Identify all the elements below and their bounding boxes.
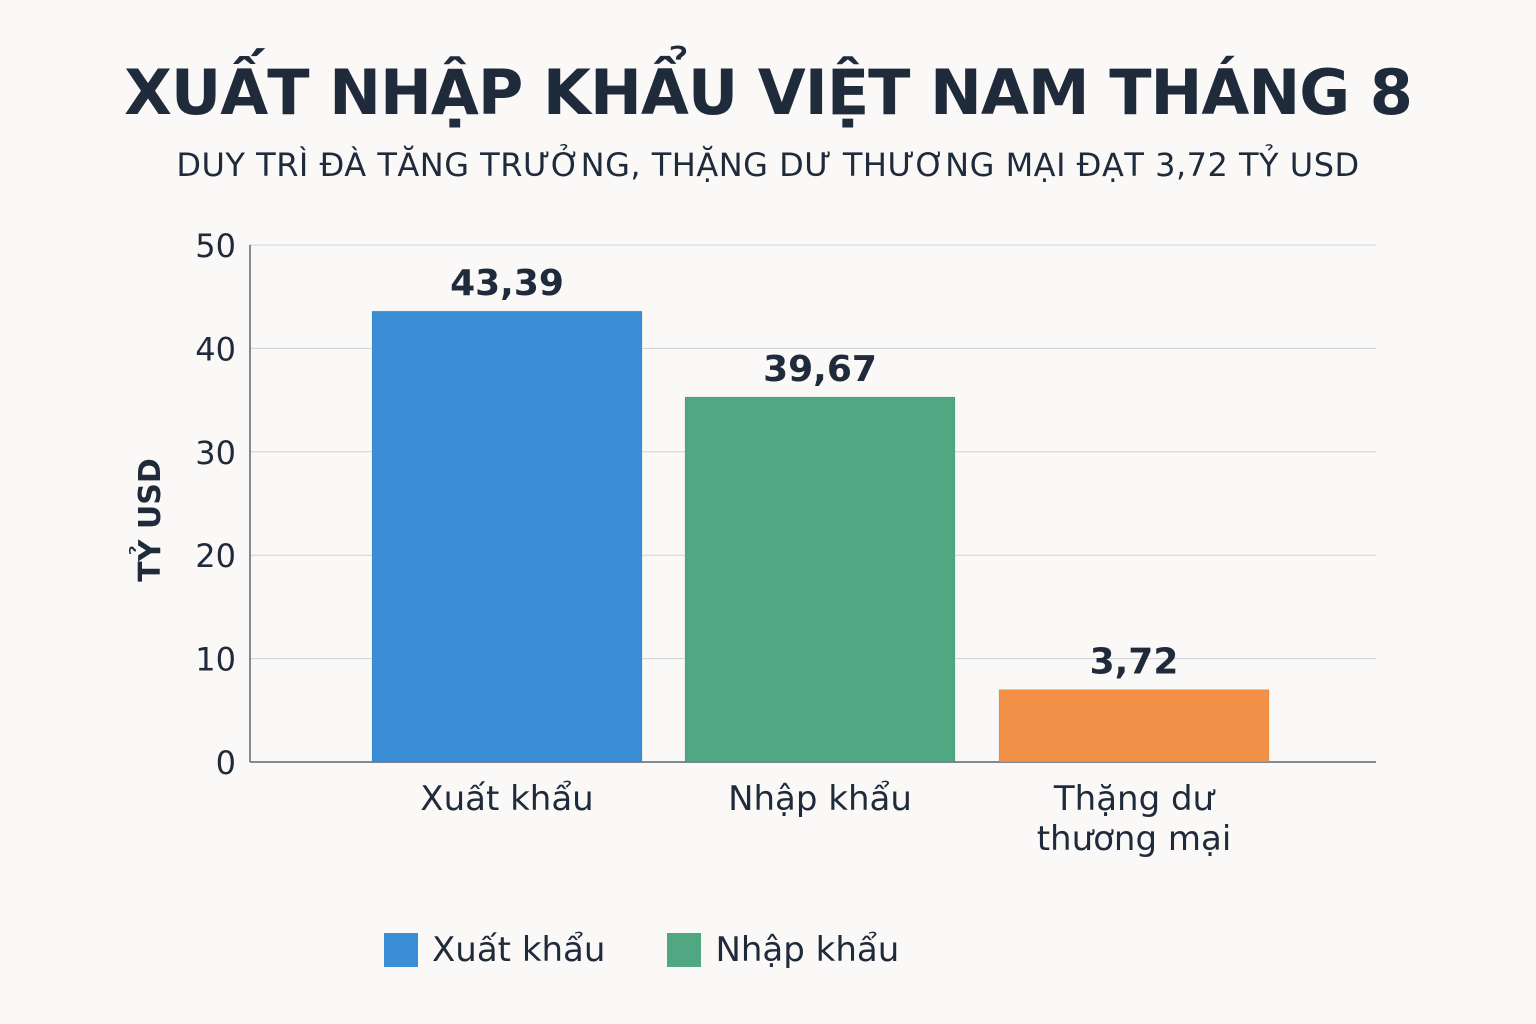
legend-swatch [667,933,702,967]
legend-label: Nhập khẩu [715,930,900,970]
data-label: 3,72 [1090,642,1179,683]
x-tick-label: thương mại [1037,819,1232,859]
x-tick-label: Xuất khẩu [420,779,593,819]
chart-legend: Xuất khẩu Nhập khẩu [384,930,961,970]
x-tick-label: Nhập khẩu [728,779,912,819]
data-label: 39,67 [763,349,877,390]
bar-3 [998,689,1270,763]
x-tick-label: Thặng dư [1053,779,1216,819]
legend-swatch [384,933,418,967]
y-tick-label: 0 [216,744,236,782]
y-axis-label: TỶ USD [129,458,168,582]
y-tick-label: 20 [195,537,236,575]
y-tick-label: 40 [195,330,236,368]
bar-1 [371,310,643,763]
data-label: 43,39 [450,263,564,304]
chart-subtitle: DUY TRÌ ĐÀ TĂNG TRƯỞNG, THẶNG DƯ THƯƠNG … [176,146,1360,184]
y-tick-label: 30 [195,434,236,472]
legend-item: Xuất khẩu [384,930,605,970]
legend-label: Xuất khẩu [432,930,606,970]
y-tick-label: 10 [195,641,236,679]
y-tick-label: 50 [195,227,236,265]
bar-2 [684,396,956,763]
legend-item: Nhập khẩu [667,930,899,970]
chart-title: XUẤT NHẬP KHẨU VIỆT NAM THÁNG 8 [124,56,1413,129]
